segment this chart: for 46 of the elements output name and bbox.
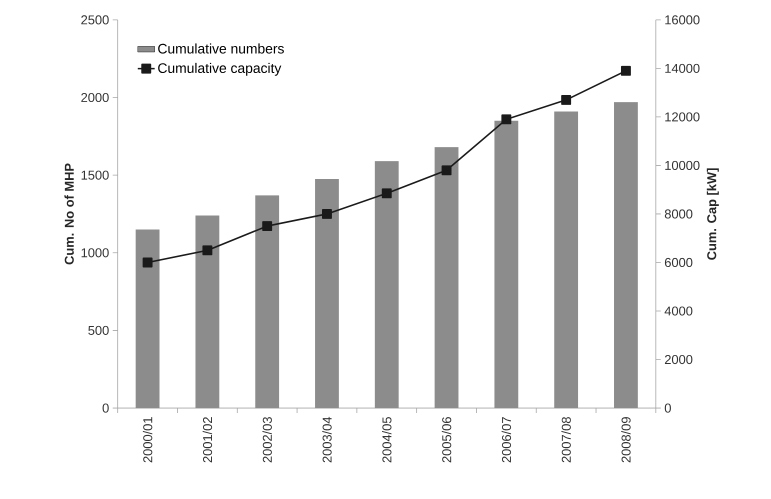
point bbox=[142, 257, 153, 268]
x-tick-label: 2004/05 bbox=[382, 416, 392, 462]
point bbox=[561, 94, 572, 105]
point bbox=[442, 165, 452, 176]
y-tick-label: 1000 bbox=[82, 248, 109, 258]
bar bbox=[136, 229, 160, 408]
bar bbox=[195, 215, 220, 408]
bar bbox=[255, 195, 280, 408]
y-axis-title: Cum. No of MHP bbox=[64, 163, 74, 264]
x-tick-label: 2006/07 bbox=[502, 416, 512, 462]
y-tick-label: 500 bbox=[88, 326, 109, 335]
y2-tick-label: 4000 bbox=[664, 306, 692, 316]
x-tick-label: 2001/02 bbox=[202, 416, 212, 462]
bar bbox=[494, 120, 518, 408]
point bbox=[322, 208, 332, 219]
point bbox=[620, 66, 631, 76]
point bbox=[202, 245, 212, 256]
x-tick-label: 2000/01 bbox=[142, 416, 152, 462]
y2-tick-label: 10000 bbox=[665, 160, 700, 170]
y-tick-label: 1500 bbox=[82, 170, 109, 180]
bar bbox=[434, 146, 458, 408]
x-tick-label: 2003/04 bbox=[322, 416, 332, 462]
x-tick-label: 2008/09 bbox=[621, 416, 631, 462]
y2-tick-label: 8000 bbox=[664, 209, 692, 218]
y-tick-label: 2500 bbox=[81, 15, 109, 24]
y2-tick-label: 12000 bbox=[665, 112, 700, 122]
y2-tick-label: 2000 bbox=[664, 354, 692, 364]
point bbox=[382, 188, 392, 198]
y2-tick-label: 6000 bbox=[664, 258, 692, 267]
point bbox=[501, 114, 512, 124]
x-tick-label: 2007/08 bbox=[561, 416, 571, 462]
x-tick-label: 2002/03 bbox=[262, 416, 272, 462]
y-tick-label: 2000 bbox=[81, 92, 109, 102]
y2-tick-label: 16000 bbox=[665, 15, 700, 24]
point bbox=[262, 220, 272, 231]
x-tick-label: 2005/06 bbox=[442, 416, 452, 462]
legend-label: Cumulative capacity bbox=[158, 62, 282, 76]
y2-tick-label: 0 bbox=[664, 403, 671, 412]
legend-label: Cumulative numbers bbox=[158, 43, 284, 54]
y2-tick-label: 14000 bbox=[665, 64, 700, 73]
bar bbox=[315, 178, 339, 408]
y-tick-label: 0 bbox=[102, 403, 109, 412]
bar bbox=[614, 102, 638, 408]
bar bbox=[554, 111, 578, 408]
y2-axis-title: Cum. Cap [kW] bbox=[706, 168, 719, 260]
bar bbox=[374, 160, 399, 408]
